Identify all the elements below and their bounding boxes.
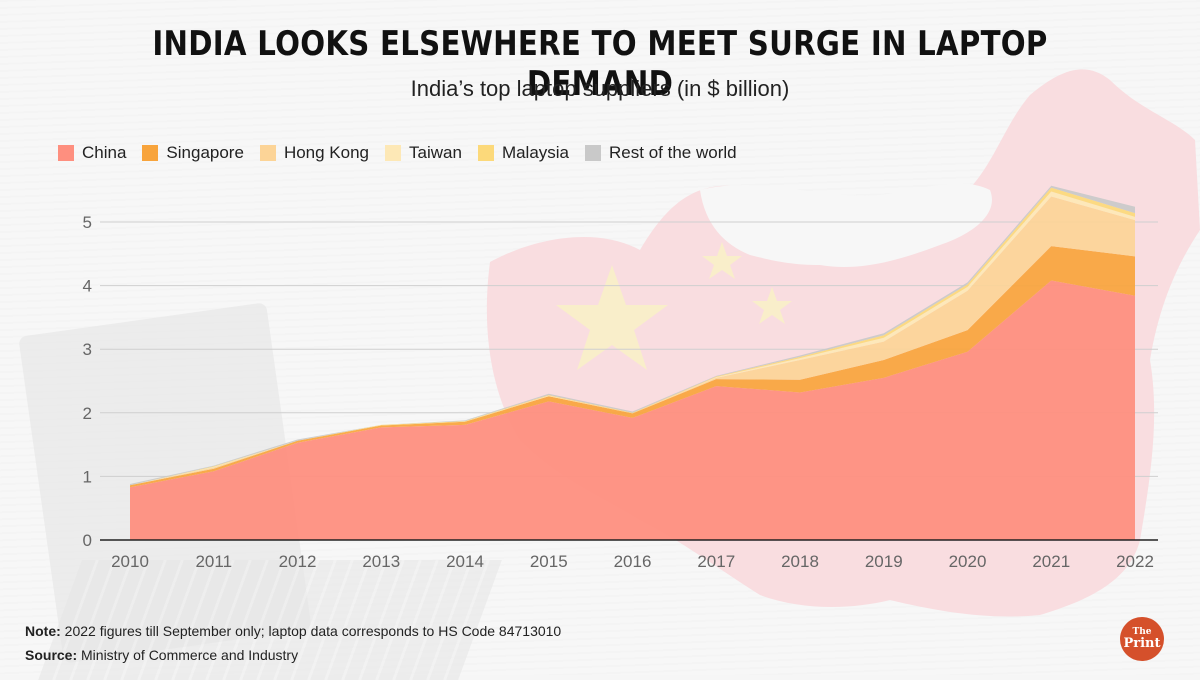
theprint-logo: The Print [1120,617,1164,661]
x-tick-label: 2013 [362,552,400,571]
x-tick-label: 2022 [1116,552,1154,571]
x-tick-label: 2011 [195,552,232,571]
legend-swatch [58,145,74,161]
x-tick-label: 2010 [111,552,149,571]
x-tick-label: 2014 [446,552,484,571]
legend-swatch [477,145,494,161]
area-china [130,280,1135,540]
legend-label: Singapore [166,143,244,162]
area-singapore [130,246,1135,488]
y-tick-label: 5 [83,213,92,232]
legend-label: China [82,143,127,162]
y-tick-label: 1 [83,467,92,486]
legend-swatch [585,145,602,161]
logo-the: The [1132,627,1152,637]
legend-label: Hong Kong [283,143,370,162]
y-tick-label: 2 [83,404,92,423]
legend-item-singapore: Singapore [142,143,244,163]
x-tick-label: 2017 [697,552,735,571]
x-tick-label: 2019 [865,552,903,571]
y-tick-label: 3 [83,340,92,359]
y-tick-label: 4 [83,277,92,296]
source-text: Ministry of Commerce and Industry [77,647,299,663]
legend-item-rest-of-the-world: Rest of the world [585,143,737,163]
mongolia-cutout [700,183,992,268]
chart-source: Source: Ministry of Commerce and Industr… [25,647,298,663]
x-tick-label: 2020 [949,552,987,571]
legend-swatch [142,145,159,161]
chart-note: Note: 2022 figures till September only; … [25,623,561,639]
x-tick-label: 2016 [614,552,652,571]
legend-label: Rest of the world [609,143,737,162]
page-title: INDIA LOOKS ELSEWHERE TO MEET SURGE IN L… [152,24,1048,104]
x-tick-label: 2012 [279,552,317,571]
chart-subtitle: India’s top laptop suppliers (in $ billi… [410,76,790,101]
legend-label: Taiwan [409,143,462,162]
small-star-icon-2 [752,287,792,324]
legend-item-china: China [58,143,126,163]
logo-print: Print [1123,636,1161,651]
legend-item-malaysia: Malaysia [477,143,570,163]
legend-label: Malaysia [501,143,570,162]
source-label: Source: [25,647,78,663]
small-star-icon-1 [702,242,742,279]
legend-item-taiwan: Taiwan [385,143,462,163]
note-text: 2022 figures till September only; laptop… [60,623,562,639]
x-tick-label: 2018 [781,552,819,571]
area-hong-kong [130,196,1135,486]
y-tick-label: 0 [83,531,92,550]
legend-swatch [385,145,402,161]
chart-legend: China Singapore Hong Kong Taiwan Malaysia Res… [58,143,737,163]
note-label: Note: [25,623,61,639]
legend-item-hong-kong: Hong Kong [259,143,370,163]
large-star-icon [556,265,668,370]
x-tick-label: 2021 [1032,552,1070,571]
legend-swatch [259,145,276,161]
x-tick-label: 2015 [530,552,568,571]
